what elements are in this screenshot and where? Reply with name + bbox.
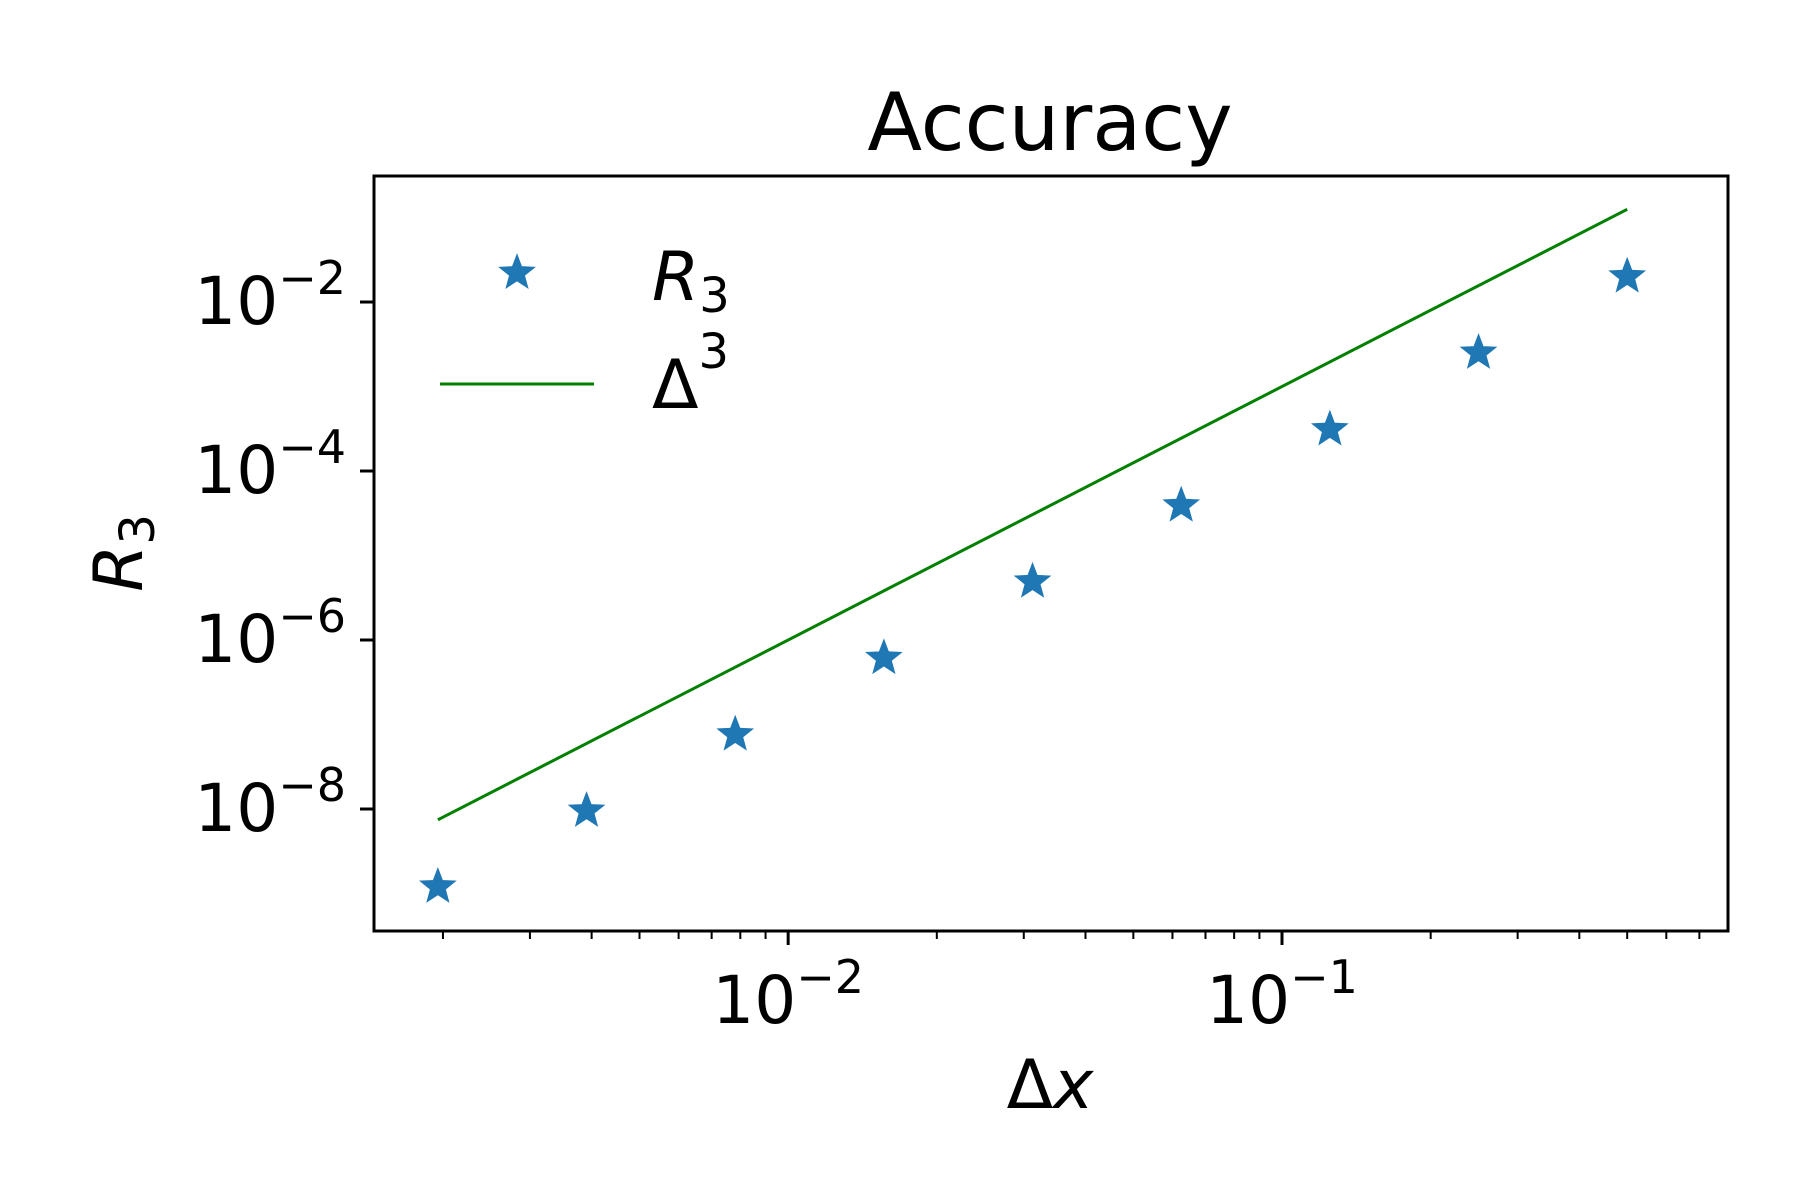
y-axis-label: R3	[80, 514, 166, 592]
y-tick-label-3: 10−2	[194, 251, 346, 340]
x-minor-ticks	[441, 931, 1701, 939]
y-tick-label-base-1: 10	[194, 601, 278, 678]
legend-label-r3: R3	[652, 238, 730, 324]
data-point-r3-6	[1311, 409, 1349, 446]
legend-label-delta3: Δ3	[652, 324, 729, 425]
x-axis-ticks: 10−2 10−1	[712, 931, 1358, 1039]
y-tick-label-exponent-3: −2	[278, 251, 346, 305]
y-tick-label-exponent-1: −6	[278, 589, 346, 643]
x-tick-label-exponent-1: −1	[1290, 950, 1358, 1004]
y-tick-label-0: 10−8	[194, 758, 346, 847]
data-point-r3-5	[1162, 485, 1201, 522]
data-point-r3-8	[1608, 256, 1647, 293]
legend: R3 Δ3	[440, 238, 730, 425]
y-tick-label-base-0: 10	[194, 770, 278, 847]
data-point-r3-7	[1459, 333, 1498, 369]
legend-label-r3-var: R	[652, 238, 699, 317]
y-axis-label-subscript: 3	[110, 514, 166, 545]
legend-label-delta3-var: Δ	[652, 346, 699, 425]
data-point-r3-2	[716, 714, 755, 751]
data-point-r3-0	[419, 866, 457, 903]
x-tick-label-base-0: 10	[712, 962, 796, 1039]
y-axis-label-var: R	[80, 545, 159, 592]
data-point-r3-1	[567, 791, 606, 827]
y-tick-label-1: 10−6	[194, 589, 346, 678]
x-axis-label: Δx	[1007, 1046, 1095, 1125]
x-tick-label-exponent-0: −2	[796, 950, 864, 1004]
plot-area	[372, 174, 1730, 933]
y-tick-label-exponent-2: −4	[278, 420, 346, 474]
y-tick-label-2: 10−4	[194, 420, 346, 509]
legend-label-delta3-superscript: 3	[699, 324, 730, 380]
y-axis-ticks: 10−810−610−410−2	[194, 251, 374, 847]
x-tick-label-1: 10−1	[1206, 950, 1358, 1039]
x-axis-label-symbol: Δ	[1007, 1046, 1054, 1125]
legend-star-marker	[498, 253, 536, 290]
legend-label-r3-subscript: 3	[699, 268, 730, 324]
x-axis-label-var: x	[1051, 1046, 1094, 1125]
y-tick-label-base-3: 10	[194, 263, 278, 340]
x-tick-label-base-1: 10	[1206, 962, 1290, 1039]
x-tick-label-0: 10−2	[712, 950, 864, 1039]
y-tick-label-exponent-0: −8	[278, 758, 346, 812]
y-tick-label-base-2: 10	[194, 432, 278, 509]
data-point-r3-4	[1013, 561, 1052, 598]
chart-title: Accuracy	[867, 76, 1232, 169]
data-point-r3-3	[865, 638, 903, 675]
series-layer	[419, 207, 1647, 903]
series-line-delta3	[437, 207, 1628, 822]
